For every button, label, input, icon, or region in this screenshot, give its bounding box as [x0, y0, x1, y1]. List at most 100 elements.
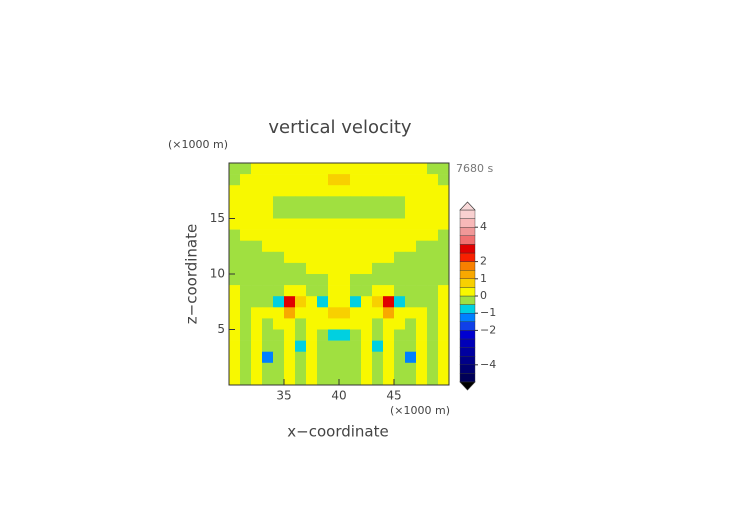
- contour-cell: [295, 240, 307, 253]
- contour-cell: [229, 340, 241, 352]
- contour-cell: [383, 307, 395, 319]
- colorbar-under: [459, 381, 476, 391]
- contour-cell: [284, 329, 296, 341]
- contour-cell: [251, 329, 263, 341]
- contour-cell: [273, 185, 285, 197]
- contour-cell: [328, 340, 340, 352]
- contour-cell: [427, 163, 439, 175]
- contour-cell: [416, 318, 428, 330]
- contour-cell: [427, 185, 439, 197]
- contour-cell: [350, 307, 362, 319]
- colorbar-band: [459, 218, 476, 228]
- contour-cell: [284, 163, 296, 175]
- contour-cell: [262, 340, 274, 352]
- contour-cell: [438, 185, 450, 197]
- contour-cell: [361, 174, 373, 186]
- contour-cell: [438, 362, 450, 375]
- contour-cell: [394, 218, 406, 230]
- contour-cell: [438, 229, 450, 241]
- contour-cell: [394, 185, 406, 197]
- contour-cell: [339, 285, 351, 297]
- contour-cell: [317, 185, 329, 197]
- contour-cell: [273, 262, 285, 275]
- contour-cell: [295, 251, 307, 264]
- contour-cell: [405, 351, 417, 364]
- contour-cell: [350, 185, 362, 197]
- contour-cell: [372, 240, 384, 253]
- contour-cell: [361, 340, 373, 352]
- contour-cell: [251, 185, 263, 197]
- contour-cell: [383, 262, 395, 275]
- contour-cell: [317, 262, 329, 275]
- colorbar-band: [459, 252, 476, 262]
- contour-cell: [339, 296, 351, 308]
- colorbar-band: [459, 347, 476, 357]
- contour-cell: [372, 373, 384, 386]
- contour-cell: [372, 329, 384, 341]
- contour-cell: [295, 285, 307, 297]
- contour-cell: [240, 285, 252, 297]
- colorbar-band: [459, 313, 476, 323]
- contour-cell: [372, 307, 384, 319]
- contour-cell: [317, 229, 329, 241]
- contour-cell: [383, 340, 395, 352]
- contour-cell: [394, 296, 406, 308]
- contour-cell: [328, 174, 340, 186]
- contour-cell: [240, 174, 252, 186]
- contour-cell: [372, 262, 384, 275]
- contour-cell: [405, 307, 417, 319]
- colorbar-tick-label: 0: [480, 289, 487, 302]
- contour-cell: [427, 318, 439, 330]
- contour-cell: [251, 373, 263, 386]
- contour-cell: [306, 340, 318, 352]
- contour-cell: [262, 185, 274, 197]
- contour-cell: [240, 362, 252, 375]
- contour-cell: [394, 362, 406, 375]
- contour-cell: [372, 174, 384, 186]
- contour-cell: [273, 329, 285, 341]
- colorbar-tick-label: 2: [480, 255, 487, 268]
- contour-cell: [284, 373, 296, 386]
- contour-cell: [383, 229, 395, 241]
- contour-cell: [328, 318, 340, 330]
- contour-cell: [350, 362, 362, 375]
- contour-cell: [361, 229, 373, 241]
- contour-cell: [427, 351, 439, 364]
- contour-cell: [328, 373, 340, 386]
- contour-cell: [350, 285, 362, 297]
- contour-cell: [394, 174, 406, 186]
- contour-cell: [383, 296, 395, 308]
- colorbar-band: [459, 364, 476, 374]
- colorbar-band: [459, 278, 476, 288]
- contour-cell: [394, 251, 406, 264]
- contour-cell: [405, 229, 417, 241]
- contour-cell: [383, 285, 395, 297]
- contour-cell: [284, 274, 296, 286]
- contour-cell: [361, 307, 373, 319]
- contour-cell: [328, 240, 340, 253]
- contour-cell: [328, 329, 340, 341]
- contour-cell: [328, 285, 340, 297]
- contour-cell: [405, 318, 417, 330]
- contour-cell: [317, 251, 329, 264]
- contour-cell: [361, 296, 373, 308]
- contour-cell: [339, 196, 351, 208]
- contour-cell: [317, 373, 329, 386]
- contour-cell: [306, 285, 318, 297]
- chart-title: vertical velocity: [268, 117, 412, 138]
- contour-cell: [251, 163, 263, 175]
- contour-cell: [361, 318, 373, 330]
- contour-cell: [306, 163, 318, 175]
- contour-cell: [350, 240, 362, 253]
- contour-cell: [394, 285, 406, 297]
- contour-cell: [262, 196, 274, 208]
- contour-cell: [361, 196, 373, 208]
- contour-cell: [350, 318, 362, 330]
- contour-cell: [416, 362, 428, 375]
- contour-cell: [240, 329, 252, 341]
- contour-cell: [383, 274, 395, 286]
- contour-cell: [273, 196, 285, 208]
- contour-cell: [317, 196, 329, 208]
- contour-cell: [350, 163, 362, 175]
- contour-cell: [350, 373, 362, 386]
